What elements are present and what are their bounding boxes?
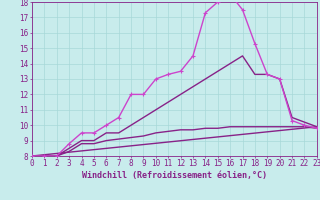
X-axis label: Windchill (Refroidissement éolien,°C): Windchill (Refroidissement éolien,°C) [82,171,267,180]
